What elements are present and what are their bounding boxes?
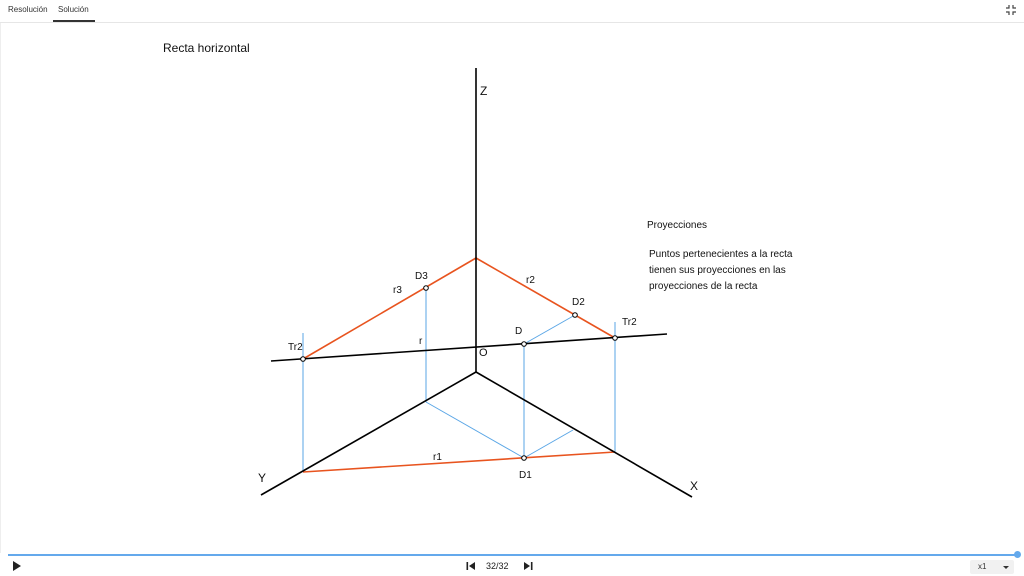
point-tr2-right: [612, 335, 618, 341]
label-origin: O: [479, 347, 488, 359]
label-d: D: [515, 326, 522, 337]
axes: [260, 68, 693, 498]
label-y: Y: [258, 471, 266, 485]
label-d3: D3: [415, 271, 428, 282]
player-controls: 32/32 x1: [0, 558, 1024, 576]
label-x: X: [690, 479, 698, 493]
line-r: [270, 333, 668, 362]
label-r1: r1: [433, 452, 442, 463]
projection-r3: [302, 257, 477, 360]
diagram-title: Recta horizontal: [163, 41, 250, 55]
notes-heading: Proyecciones: [647, 220, 707, 231]
points: [300, 285, 618, 461]
tab-resolucion[interactable]: Resolución: [8, 5, 48, 14]
point-d: [521, 341, 527, 347]
x-axis: [475, 371, 693, 498]
label-tr2-left: Tr2: [288, 342, 303, 353]
point-d1: [521, 455, 527, 461]
tab-bar: Resolución Solución: [0, 0, 1024, 23]
label-r2: r2: [526, 275, 535, 286]
y-axis: [260, 371, 477, 496]
label-tr2-right: Tr2: [622, 317, 637, 328]
projector-d-d2: [523, 314, 576, 345]
construction-lines: [302, 288, 616, 472]
point-d3: [423, 285, 429, 291]
tab-solucion[interactable]: Solución: [58, 5, 89, 14]
projection-r1: [302, 451, 616, 473]
progress-bar[interactable]: [8, 554, 1018, 556]
point-tr2-left: [300, 356, 306, 362]
label-d1: D1: [519, 470, 532, 481]
skip-previous-icon[interactable]: [466, 561, 476, 571]
speed-value: x1: [978, 562, 987, 571]
panel-border: [0, 23, 1, 553]
label-z: Z: [480, 84, 487, 98]
point-d2: [572, 312, 578, 318]
projection-r2: [475, 257, 616, 339]
projector-d1-x: [523, 429, 574, 459]
chevron-down-icon: [1003, 566, 1009, 569]
speed-select[interactable]: x1: [970, 560, 1014, 574]
play-icon[interactable]: [13, 561, 21, 571]
active-tab-indicator: [53, 20, 95, 22]
projection-lines: [302, 257, 616, 473]
progress-handle[interactable]: [1014, 551, 1021, 558]
notes-line-2: tienen sus proyecciones en las: [649, 265, 786, 276]
projector-d1-y: [425, 401, 525, 459]
notes-line-1: Puntos pertenecientes a la recta: [649, 249, 793, 260]
notes-line-3: proyecciones de la recta: [649, 281, 758, 292]
diagram-canvas: Recta horizontal Proyecciones Puntos per…: [163, 41, 793, 498]
skip-next-icon[interactable]: [523, 561, 533, 571]
label-r3: r3: [393, 285, 402, 296]
exit-fullscreen-icon[interactable]: [1006, 5, 1016, 15]
page-counter: 32/32: [486, 561, 509, 571]
label-r: r: [419, 336, 423, 347]
diagram-labels: Z X Y O r r1 r2 r3 D D1 D2 D3 Tr2 Tr2: [258, 84, 698, 493]
label-d2: D2: [572, 297, 585, 308]
